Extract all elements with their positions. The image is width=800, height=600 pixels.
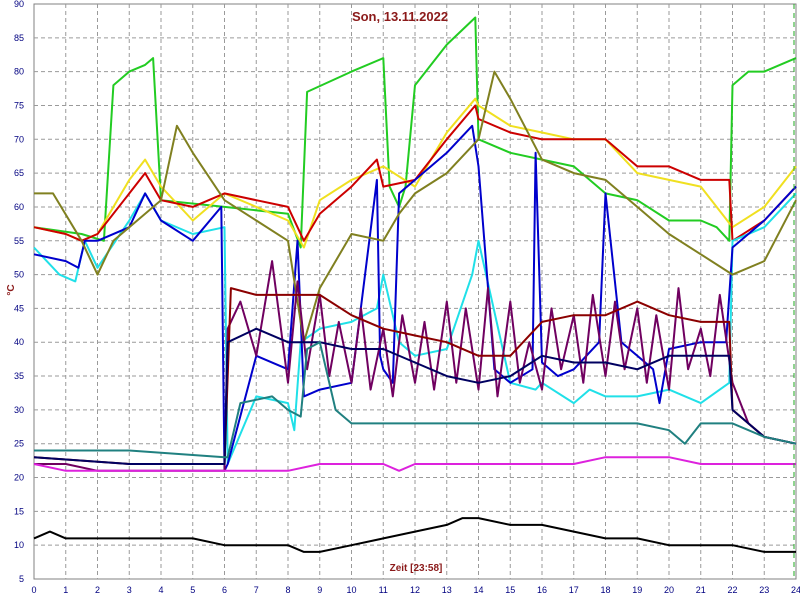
y-tick-label: 90 [14,0,24,9]
series-line-7 [34,260,797,472]
series-line-2 [33,97,797,249]
x-tick-label: 10 [346,585,356,595]
y-tick-label: 10 [14,540,24,550]
series-line-3 [33,104,797,242]
x-tick-label: 16 [537,585,547,595]
y-tick-label: 40 [14,337,24,347]
x-tick-label: 1 [63,585,68,595]
y-tick-label: 80 [14,67,24,77]
series-line-11 [33,456,796,472]
y-axis-label: °C [6,284,17,295]
x-tick-label: 2 [95,585,100,595]
y-tick-label: 85 [14,33,24,43]
x-tick-label: 8 [285,585,290,595]
x-tick-label: 6 [222,585,227,595]
x-tick-label: 23 [759,585,769,595]
x-tick-label: 17 [569,585,579,595]
y-tick-label: 55 [14,236,24,246]
series-layer [33,16,797,553]
series-line-9 [33,327,797,465]
y-tick-label: 60 [14,202,24,212]
x-tick-label: 18 [600,585,610,595]
series-line-10 [34,341,797,459]
y-tick-label: 25 [14,439,24,449]
x-tick-label: 22 [727,585,737,595]
y-tick-label: 30 [14,405,24,415]
series-line-8 [33,287,797,465]
y-tick-label: 75 [14,100,24,110]
x-axis-ticks: 0 1 2 3 4 5 6 7 8 9 10 11 12 13 14 15 16 17 18 19 20 21 22 23 24 [31,585,800,595]
x-tick-label: 9 [317,585,322,595]
y-tick-label: 65 [14,168,24,178]
x-tick-label: 20 [664,585,674,595]
x-tick-label: 0 [31,585,36,595]
y-tick-label: 5 [19,574,24,584]
grid [34,4,796,579]
x-tick-label: 11 [379,585,388,595]
y-tick-label: 15 [14,506,24,516]
x-tick-label: 7 [254,585,259,595]
x-tick-label: 5 [190,585,195,595]
series-line-6 [34,70,797,344]
chart-title: Son, 13.11.2022 [352,9,448,24]
x-axis-label: Zeit [23:58] [390,563,443,574]
y-axis-ticks: 5 10 15 20 25 30 35 40 45 50 55 60 65 70 75 80 85 90 [14,0,24,584]
x-tick-label: 19 [632,585,642,595]
x-tick-label: 12 [410,585,420,595]
y-tick-label: 50 [14,270,24,280]
x-tick-label: 15 [505,585,515,595]
x-tick-label: 21 [696,585,706,595]
x-tick-label: 24 [791,585,800,595]
series-line-1 [33,16,797,249]
x-tick-label: 4 [158,585,163,595]
y-tick-label: 45 [14,303,24,313]
y-tick-label: 70 [14,134,24,144]
y-tick-label: 35 [14,371,24,381]
x-tick-label: 3 [127,585,132,595]
y-tick-label: 20 [14,473,24,483]
series-line-12 [33,517,796,553]
x-tick-label: 14 [473,585,483,595]
x-tick-label: 13 [442,585,452,595]
